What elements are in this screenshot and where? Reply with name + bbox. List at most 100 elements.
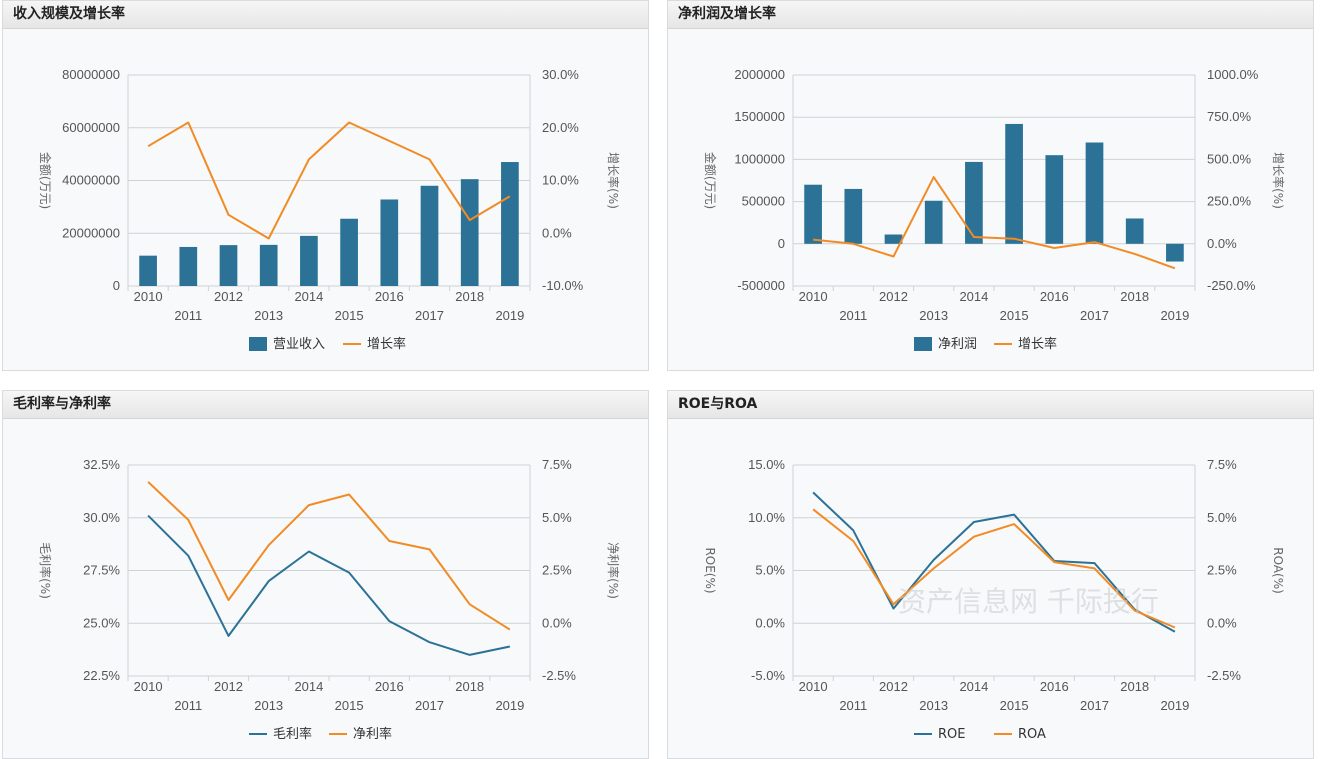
y-axis-title: 毛利率(%) [38, 542, 53, 599]
y-tick-label: 10.0% [748, 510, 785, 525]
legend-item: 净利率 [353, 726, 392, 742]
bar [1125, 218, 1144, 244]
x-tick-label: 2014 [959, 289, 988, 304]
y2-tick-label: 500.0% [1207, 151, 1252, 166]
chart-roe-roa: -5.0% 0.0% 5.0% 10.0% 15.0% -2.5% 0.0% 2.5% 5.0%… [703, 457, 1285, 742]
x-tick-label: 2013 [254, 308, 283, 323]
bar [460, 179, 479, 286]
series-line [147, 121, 511, 240]
x-tick-label: 2018 [1120, 679, 1149, 694]
x-tick-label: 2017 [1080, 698, 1109, 713]
y2-tick-label: -2.5% [542, 668, 576, 683]
y2-tick-label: 2.5% [1207, 563, 1237, 578]
x-tick-label: 2017 [415, 308, 444, 323]
y2-axis-title: 增长率(%) [1271, 152, 1286, 209]
bar [884, 234, 903, 244]
legend-item: 毛利率 [273, 726, 312, 742]
legend-item: 营业收入 [273, 337, 325, 352]
bar [1045, 155, 1064, 244]
y-tick-label: 15.0% [748, 457, 785, 472]
y-tick-label: 20000000 [62, 225, 120, 240]
x-tick-label: 2017 [415, 698, 444, 713]
x-tick-label: 2012 [214, 679, 243, 694]
x-tick-label: 2012 [879, 289, 908, 304]
series-line [812, 491, 1176, 633]
bar [501, 162, 519, 286]
bar [965, 161, 983, 244]
legend-swatch [914, 337, 932, 351]
bar [1085, 142, 1104, 244]
y2-tick-label: 20.0% [542, 120, 579, 135]
x-tick-label: 2015 [335, 308, 364, 323]
x-tick-label: 2013 [919, 308, 948, 323]
panel-margins: 毛利率与净利率 22.5% 25.0% 27.5% 30.0% 32.5% -2.5% 0.… [2, 390, 649, 759]
y2-tick-label: 30.0% [542, 67, 579, 82]
x-tick-label: 2010 [134, 679, 163, 694]
bar [804, 184, 822, 244]
y2-tick-label: 7.5% [1207, 457, 1237, 472]
panel-title: 净利润及增长率 [668, 1, 1313, 29]
y-axis-title: 金额(万元) [38, 152, 53, 209]
y2-tick-label: 2.5% [542, 563, 572, 578]
y2-axis-title: ROA(%) [1271, 547, 1285, 594]
y-tick-label: 1500000 [734, 109, 785, 124]
legend-swatch [249, 337, 267, 351]
x-tick-label: 2019 [495, 698, 524, 713]
panel-roe-roa: ROE与ROA -5.0% 0.0% 5.0% 10.0% 15.0% -2.5% 0.0%… [667, 390, 1314, 759]
x-tick-label: 2018 [455, 679, 484, 694]
bar [259, 244, 278, 286]
y-tick-label: 30.0% [83, 510, 120, 525]
bar [844, 188, 863, 244]
x-tick-label: 2018 [455, 289, 484, 304]
legend-item: ROA [1018, 727, 1046, 742]
x-tick-label: 2014 [959, 679, 988, 694]
y-tick-label: -500000 [737, 278, 785, 293]
y-axis-title: 金额(万元) [703, 152, 718, 209]
x-tick-label: 2011 [174, 698, 202, 713]
x-tick-label: 2016 [375, 679, 404, 694]
x-tick-label: 2015 [1000, 698, 1029, 713]
series-line [147, 481, 511, 631]
chart-net-profit: -500000 0 500000 1000000 1500000 2000000 -250.… [703, 67, 1286, 352]
legend-item: ROE [938, 727, 965, 742]
x-tick-label: 2016 [1040, 679, 1069, 694]
y-tick-label: 0 [778, 236, 785, 251]
series-line [812, 508, 1176, 629]
y-tick-label: 22.5% [83, 668, 120, 683]
x-tick-label: 2014 [294, 289, 323, 304]
bar [219, 245, 238, 286]
x-tick-label: 2010 [134, 289, 163, 304]
y-tick-label: 500000 [742, 194, 785, 209]
chart-margins: 22.5% 25.0% 27.5% 30.0% 32.5% -2.5% 0.0% 2.5% 5.… [38, 457, 621, 742]
x-tick-label: 2015 [335, 698, 364, 713]
x-tick-label: 2019 [1160, 698, 1189, 713]
legend-item: 增长率 [1018, 336, 1057, 352]
bar [179, 246, 198, 286]
bar [380, 199, 399, 286]
x-tick-label: 2016 [1040, 289, 1069, 304]
x-tick-label: 2011 [839, 308, 867, 323]
bar [1005, 123, 1023, 244]
x-tick-label: 2012 [879, 679, 908, 694]
y2-axis-title: 增长率(%) [606, 152, 621, 209]
x-tick-label: 2019 [1160, 308, 1189, 323]
x-tick-label: 2010 [799, 289, 828, 304]
legend-item: 净利润 [938, 337, 977, 352]
x-tick-label: 2019 [495, 308, 524, 323]
x-tick-label: 2015 [1000, 308, 1029, 323]
panel-revenue: 收入规模及增长率 0 20000000 40000000 60000000 800000… [2, 0, 649, 371]
y-tick-label: 2000000 [734, 67, 785, 82]
y-tick-label: 25.0% [83, 615, 120, 630]
y2-tick-label: 0.0% [542, 225, 572, 240]
legend-item: 增长率 [367, 336, 406, 352]
x-tick-label: 2017 [1080, 308, 1109, 323]
x-tick-label: 2011 [839, 698, 867, 713]
x-tick-label: 2018 [1120, 289, 1149, 304]
y-tick-label: 0 [113, 278, 120, 293]
x-tick-label: 2010 [799, 679, 828, 694]
y2-axis-title: 净利率(%) [606, 542, 621, 599]
y-tick-label: 27.5% [83, 563, 120, 578]
x-tick-label: 2012 [214, 289, 243, 304]
y-tick-label: 60000000 [62, 120, 120, 135]
bar [139, 255, 157, 286]
